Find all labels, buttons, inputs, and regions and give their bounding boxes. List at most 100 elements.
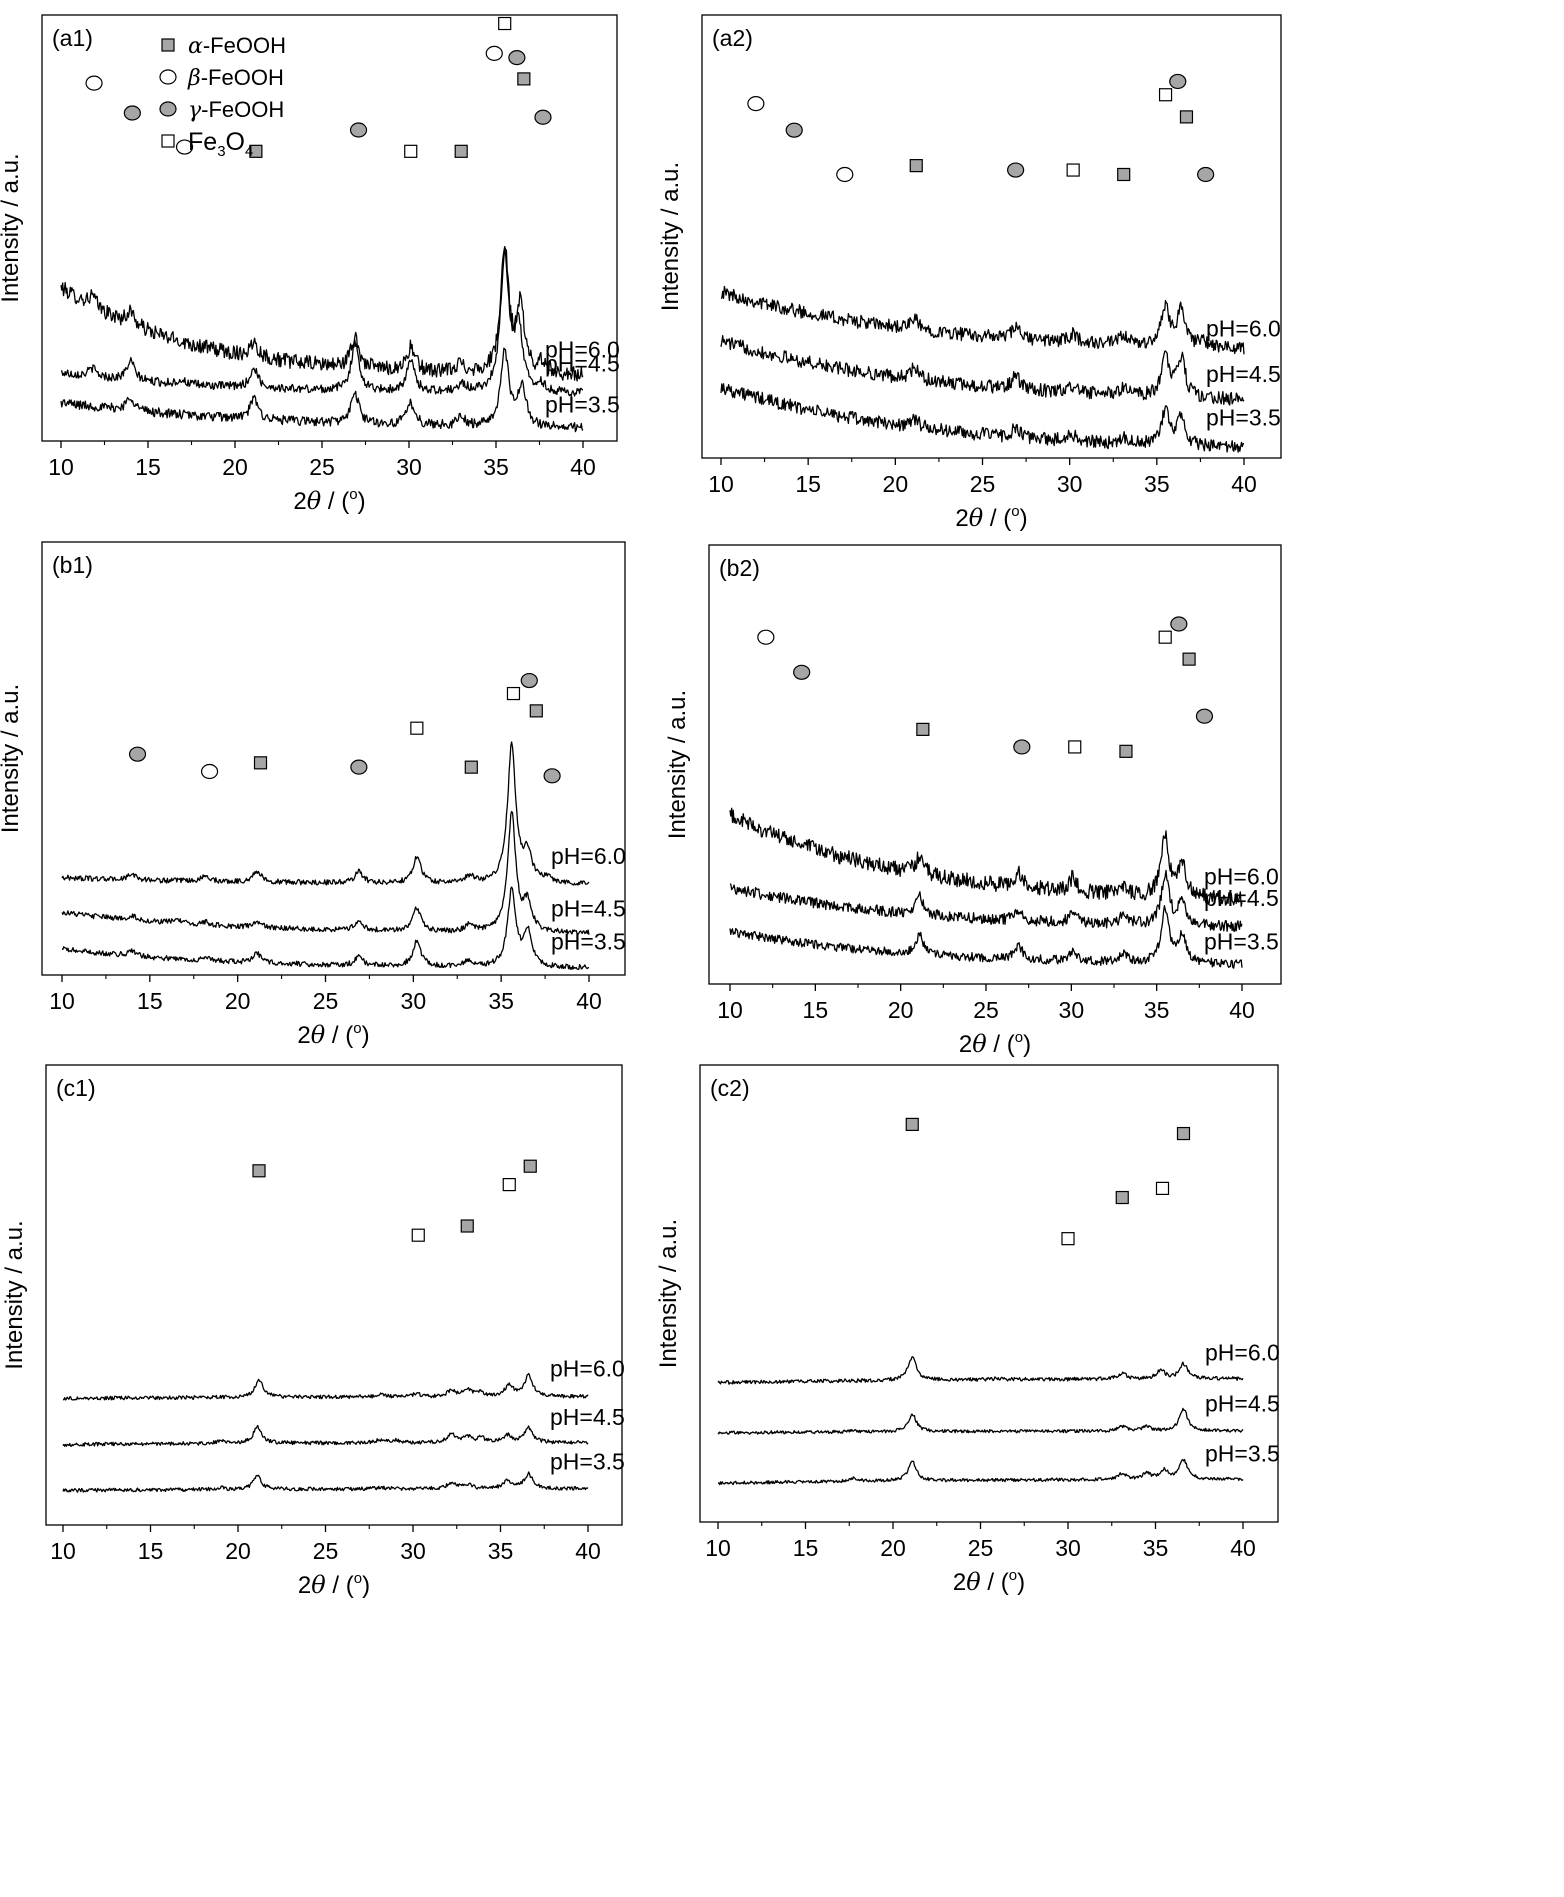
x-tick-label: 30 [396,454,422,480]
x-axis-title-close: ) [1023,1031,1031,1058]
y-axis-title: Intensity / a.u. [0,684,24,833]
marker-circle-filled-legend-2 [159,101,177,117]
plot-frame [708,544,1282,985]
x-tick-label: 15 [793,1535,819,1561]
x-tick-label: 15 [795,471,821,497]
legend-label: γ-FeOOH [188,97,284,123]
x-tick-label: 35 [488,988,514,1014]
panel-b1: 10 15 20 25 30 35 40 2θ / (o) Intensity / a.u. (b… [0,541,626,1049]
marker-square-open-0-7 [498,16,512,31]
series-label: pH=4.5 [551,896,626,922]
panel-c2: 10 15 20 25 30 35 40 2θ / (o) Intensity / a.u. (c… [655,1064,1280,1596]
marker-square-filled-4-4 [523,1159,537,1173]
x-axis-title-unit: / ( [987,1031,1015,1058]
x-axis-title-unit: / ( [981,1569,1009,1596]
y-axis-title: Intensity / a.u. [664,690,691,839]
series-label: pH=6.0 [550,1356,625,1382]
series-trace-pH=3.5 [729,905,1243,969]
series-trace-pH=6.0 [721,285,1245,355]
y-axis-title: Intensity / a.u. [657,162,684,311]
x-tick-label: 10 [708,471,734,497]
marker-square-filled-legend-0 [161,38,175,52]
marker-square-open-2-6 [506,686,521,701]
series-trace-pH=4.5 [60,249,584,397]
x-tick-label: 40 [575,1538,601,1564]
marker-square-filled-0-6 [454,144,468,158]
marker-circle-filled-1-4 [1007,162,1025,178]
series-label: pH=6.0 [1206,315,1281,341]
x-tick-label: 20 [880,1535,906,1561]
marker-circle-open-0-2 [175,139,194,155]
series-trace-pH=3.5 [62,1471,589,1493]
x-axis-title-degree: o [1015,1029,1023,1046]
series-trace-pH=4.5 [717,1407,1244,1435]
series-trace-pH=4.5 [729,869,1243,932]
marker-square-open-0-5 [404,144,418,158]
x-axis-title-theta: θ [969,504,984,532]
x-axis-title-theta: θ [311,1571,326,1599]
marker-square-filled-3-5 [1119,744,1133,758]
series-trace-pH=6.0 [717,1356,1244,1385]
legend-o: O [226,128,245,156]
panel-label: (c1) [56,1075,96,1101]
x-tick-label: 40 [570,454,596,480]
series-label: pH=3.5 [1205,1441,1280,1467]
plot-frame [701,14,1282,459]
marker-square-open-4-3 [502,1177,516,1192]
series-label: pH=4.5 [1206,361,1281,387]
marker-circle-filled-3-9 [1195,708,1214,724]
marker-circle-filled-2-3 [350,759,368,775]
x-tick-label: 10 [717,997,743,1023]
x-tick-label: 35 [488,1538,514,1564]
marker-square-open-legend-3 [161,134,175,148]
x-axis-title-close: ) [362,1022,370,1049]
marker-circle-filled-3-7 [1170,616,1188,632]
panel-label: (c2) [710,1075,750,1101]
series-label: pH=4.5 [1205,1390,1280,1416]
x-axis-title-close: ) [362,1572,370,1599]
marker-circle-filled-1-10 [1197,166,1215,183]
series-trace-pH=6.0 [61,741,590,886]
marker-circle-open-3-0 [757,629,775,645]
legend-label: β-FeOOH [187,65,284,91]
x-tick-label: 10 [705,1535,731,1561]
marker-square-filled-2-2 [253,756,268,770]
x-axis-title: 2θ / (o) [297,1020,369,1049]
x-tick-label: 10 [49,988,75,1014]
x-axis-title-degree: o [349,486,357,503]
marker-square-open-2-4 [410,721,424,735]
y-axis-title: Intensity / a.u. [655,1219,682,1368]
series-label: pH=6.0 [1204,863,1279,889]
x-axis-title-degree: o [1009,1567,1017,1584]
x-tick-label: 25 [309,454,335,480]
marker-circle-filled-2-9 [543,768,561,784]
series-label: pH=3.5 [1206,405,1281,431]
series-trace-pH=4.5 [720,335,1245,406]
x-tick-label: 35 [1144,471,1170,497]
legend-fe: Fe [188,128,217,156]
x-axis-title-theta: θ [307,487,322,515]
marker-square-open-5-3 [1155,1181,1170,1195]
marker-square-filled-5-4 [1176,1126,1191,1141]
marker-square-filled-4-0 [252,1164,266,1178]
x-axis-title-unit: / ( [326,1572,354,1599]
marker-circle-filled-2-7 [520,672,538,689]
x-axis-title-close: ) [358,488,366,515]
marker-circle-open-0-0 [85,75,103,91]
x-axis-title-unit: / ( [325,1022,353,1049]
marker-circle-filled-0-1 [123,105,141,121]
x-tick-label: 30 [1055,1535,1081,1561]
panel-a1: 10 15 20 25 30 35 40 2θ / (o) Intensity / a.u. (a… [0,14,620,515]
series-trace-pH=3.5 [62,886,590,971]
x-tick-label: 30 [1059,997,1085,1023]
x-tick-label: 25 [313,988,339,1014]
marker-circle-open-1-0 [747,95,765,112]
marker-square-filled-0-10 [517,72,531,86]
x-axis-title: 2θ / (o) [959,1029,1031,1058]
x-axis-title-theta: θ [966,1568,981,1596]
x-axis-title-degree: o [353,1020,361,1037]
marker-square-filled-4-2 [460,1219,474,1233]
marker-square-open-1-5 [1066,163,1080,177]
x-tick-label: 15 [137,988,163,1014]
